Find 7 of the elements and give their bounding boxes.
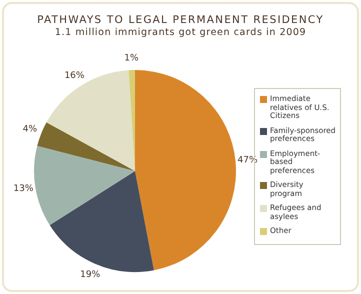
data-label: 4% xyxy=(22,124,38,135)
chart-subtitle: 1.1 million immigrants got green cards in 2009 xyxy=(54,27,308,39)
data-label: 1% xyxy=(124,53,140,64)
chart-title: PATHWAYS TO LEGAL PERMANENT RESIDENCY xyxy=(36,14,325,26)
data-label: 19% xyxy=(80,270,101,280)
data-label: 16% xyxy=(64,70,85,81)
data-label: 13% xyxy=(13,184,34,194)
